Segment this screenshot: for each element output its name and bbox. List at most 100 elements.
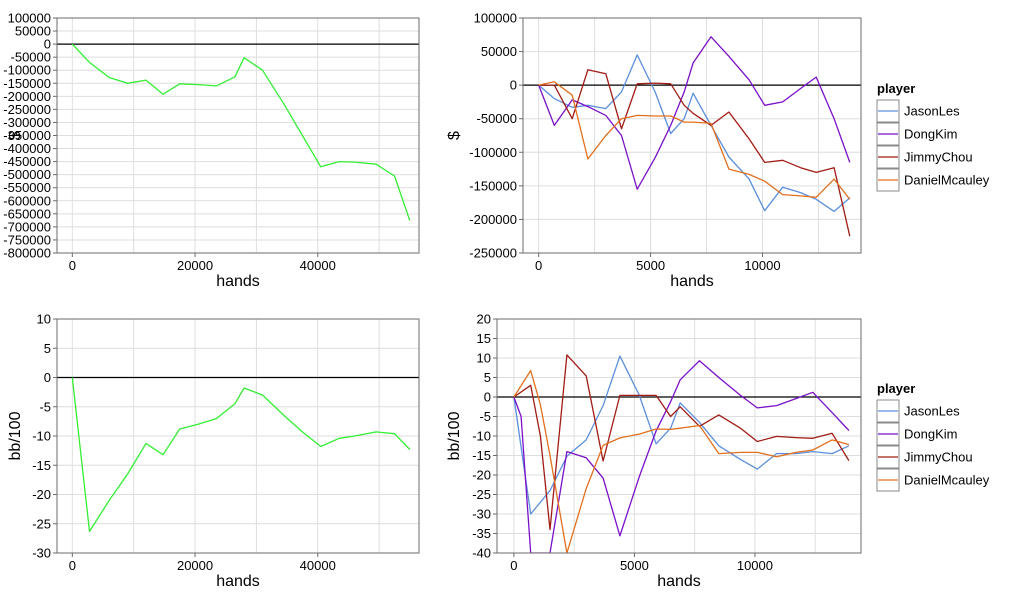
legend-key-jasonles: [876, 99, 900, 123]
series-group: [538, 36, 851, 237]
legend-label: JasonLes: [904, 104, 960, 119]
x-axis-title: hands: [670, 273, 714, 290]
y-tick-label: -800000: [3, 246, 51, 261]
x-tick-label: 10000: [737, 558, 773, 573]
x-tick-label: 0: [69, 258, 76, 273]
y-tick-label: -250000: [469, 246, 517, 261]
y-tick-label: -50000: [477, 111, 517, 126]
x-tick-label: 0: [510, 558, 517, 573]
x-axis-title: hands: [216, 273, 260, 290]
y-tick-label: -20: [32, 487, 51, 502]
y-tick-label: 5: [484, 370, 491, 385]
legend-key-jasonles: [876, 399, 900, 423]
x-tick-label: 0: [69, 558, 76, 573]
y-tick-label: -30: [32, 546, 51, 561]
legend-title: player: [877, 81, 915, 96]
y-tick-label: -350000: [3, 128, 51, 143]
y-tick-label: 100000: [8, 11, 51, 26]
y-tick-label: -700000: [3, 219, 51, 234]
y-tick-label: 0: [484, 390, 491, 405]
legend-label: DanielMcauley: [904, 473, 990, 488]
y-tick-label: -150000: [469, 178, 517, 193]
legend: player JasonLes DongKim JimmyChou DanielMcau…: [876, 81, 990, 192]
y-tick-label: 0: [510, 78, 517, 93]
legend: player JasonLes DongKim JimmyChou DanielMcau…: [876, 381, 990, 492]
series-line-danielmcauley: [538, 81, 851, 200]
gridlines: [523, 17, 861, 254]
x-axis-title: hands: [657, 573, 701, 590]
series-line-jasonles: [538, 54, 851, 213]
y-tick-label: -25: [32, 516, 51, 531]
x-tick-label: 5000: [636, 258, 665, 273]
series-line-total: [71, 43, 411, 221]
y-tick-label: -15: [32, 458, 51, 473]
chart-panel-players-bb100: 20 15 10 5 0 -5 -10 -15 -20 -25 -30 -35 -40 0 5000 1000…: [446, 312, 862, 590]
legend-label: JimmyChou: [904, 450, 973, 465]
y-tick-label: -650000: [3, 206, 51, 221]
y-tick-label: -550000: [3, 180, 51, 195]
y-tick-label: -200000: [469, 212, 517, 227]
series-group: [513, 354, 850, 553]
legend-label: DongKim: [904, 127, 957, 142]
x-tick-label: 20000: [177, 258, 213, 273]
series-line-dongkim: [538, 36, 851, 190]
y-tick-label: 0: [44, 370, 51, 385]
series-line-jimmychou: [513, 354, 850, 531]
y-tick-label: 50000: [481, 44, 517, 59]
y-axis-title: $: [7, 131, 24, 140]
gridlines: [57, 318, 419, 554]
y-tick-label: -300000: [3, 115, 51, 130]
y-tick-label: -30: [472, 507, 491, 522]
x-tick-label: 5000: [620, 558, 649, 573]
chart-panel-total-dollars: 100000500000-50000-100000-150000-200000-…: [3, 11, 420, 290]
series-line-danielmcauley: [513, 369, 850, 553]
legend-key-dongkim: [876, 122, 900, 146]
gridlines: [57, 17, 419, 254]
y-tick-label: -50000: [11, 50, 51, 65]
y-tick-label: -200000: [3, 89, 51, 104]
x-tick-label: 0: [535, 258, 542, 273]
legend-title: player: [877, 381, 915, 396]
y-tick-label: -5: [39, 399, 51, 414]
y-tick-label: -750000: [3, 232, 51, 247]
y-tick-label: 15: [477, 331, 491, 346]
legend-key-danielmcauley: [876, 168, 900, 192]
series-group: [71, 43, 411, 221]
y-axis-title: $: [446, 131, 463, 140]
y-tick-label: -15: [472, 448, 491, 463]
y-tick-label: -450000: [3, 154, 51, 169]
x-tick-label: 40000: [300, 558, 336, 573]
series-line-dongkim: [513, 360, 850, 553]
y-tick-label: -25: [472, 487, 491, 502]
x-axis-title: hands: [216, 573, 260, 590]
y-tick-label: -5: [479, 409, 491, 424]
legend-label: DongKim: [904, 427, 957, 442]
legend-key-danielmcauley: [876, 468, 900, 492]
x-tick-label: 20000: [177, 558, 213, 573]
series-line-jimmychou: [538, 69, 851, 237]
y-tick-label: -150000: [3, 76, 51, 91]
y-tick-label: 50000: [15, 24, 51, 39]
y-tick-label: -10: [32, 429, 51, 444]
x-tick-label: 40000: [300, 258, 336, 273]
y-tick-label: -400000: [3, 141, 51, 156]
y-tick-label: -500000: [3, 167, 51, 182]
plot-frame: [522, 17, 862, 254]
y-tick-label: -35: [472, 526, 491, 541]
legend-label: DanielMcauley: [904, 173, 990, 188]
y-axis-title: bb/100: [446, 411, 463, 460]
series-line-total: [71, 377, 411, 533]
series-group: [71, 377, 411, 533]
y-tick-label: 100000: [474, 11, 517, 26]
x-tick-label: 10000: [744, 258, 780, 273]
y-axis-title: bb/100: [7, 411, 24, 460]
chart-panel-total-bb100: 10 5 0 -5 -10 -15 -20 -25 -30 0 20000 40000 hands bb/…: [7, 312, 420, 590]
legend-key-dongkim: [876, 422, 900, 446]
legend-label: JasonLes: [904, 404, 960, 419]
y-tick-label: -20: [472, 468, 491, 483]
y-tick-label: 20: [477, 312, 491, 327]
y-tick-label: 0: [44, 37, 51, 52]
y-tick-label: 5: [44, 341, 51, 356]
